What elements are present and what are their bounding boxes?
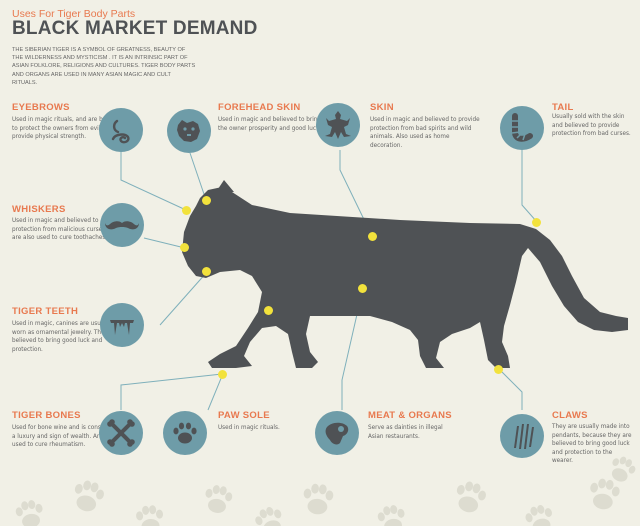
forehead-title: FOREHEAD SKIN <box>218 102 301 113</box>
whiskers-title: WHISKERS <box>12 204 66 215</box>
paw-title: PAW SOLE <box>218 410 270 421</box>
steak-icon <box>315 411 359 455</box>
tail-desc: Usually sold with the skin and believed … <box>552 114 631 138</box>
paw-desc: Used in magic rituals. <box>218 425 280 431</box>
claws-marker-dot <box>494 365 503 374</box>
forehead-desc: Used in magic and believed to bring the … <box>218 117 322 132</box>
skin-desc: Used in magic and believed to provide pr… <box>370 117 480 149</box>
moustache-icon <box>100 203 144 247</box>
page-subtitle: Uses For Tiger Body Parts <box>12 8 136 20</box>
teeth-marker-dot <box>202 267 211 276</box>
whiskers-desc: Used in magic and believed to protection… <box>12 218 123 242</box>
tail-icon <box>500 106 544 150</box>
meat-desc: Serve as dainties in illegal Asian resta… <box>368 425 443 440</box>
bones-title: TIGER BONES <box>12 410 81 421</box>
pelt-icon <box>316 103 360 147</box>
eyebrows-marker-dot <box>182 206 191 215</box>
teeth-desc: Used in magic, canines are usually worn … <box>12 321 119 353</box>
fangs-icon <box>100 303 144 347</box>
bones-desc: Used for bone wine and is considered a l… <box>12 425 119 449</box>
paw-icon <box>163 411 207 455</box>
meat-marker-dot <box>358 284 367 293</box>
whiskers-marker-dot <box>180 243 189 252</box>
bones-marker-dot <box>264 306 273 315</box>
crossbones-icon <box>99 411 143 455</box>
claws-title: CLAWS <box>552 410 588 421</box>
teeth-title: TIGER TEETH <box>12 306 79 317</box>
eyebrow-icon <box>99 108 143 152</box>
intro-text: THE SIBERIAN TIGER IS A SYMBOL OF GREATN… <box>12 47 196 86</box>
eyebrows-desc: Used in magic rituals, and are believed … <box>12 117 124 141</box>
forehead-marker-dot <box>202 196 211 205</box>
skin-title: SKIN <box>370 102 394 113</box>
page-title: BLACK MARKET DEMAND <box>12 18 258 39</box>
tail-title: TAIL <box>552 102 574 113</box>
skin-marker-dot <box>368 232 377 241</box>
claw-marks-icon <box>500 414 544 458</box>
meat-title: MEAT & ORGANS <box>368 410 452 421</box>
tail-marker-dot <box>532 218 541 227</box>
claws-desc: They are usually made into pendants, bec… <box>552 424 632 465</box>
eyebrows-title: EYEBROWS <box>12 102 70 113</box>
paw-marker-dot <box>218 370 227 379</box>
tiger-head-icon <box>167 109 211 153</box>
